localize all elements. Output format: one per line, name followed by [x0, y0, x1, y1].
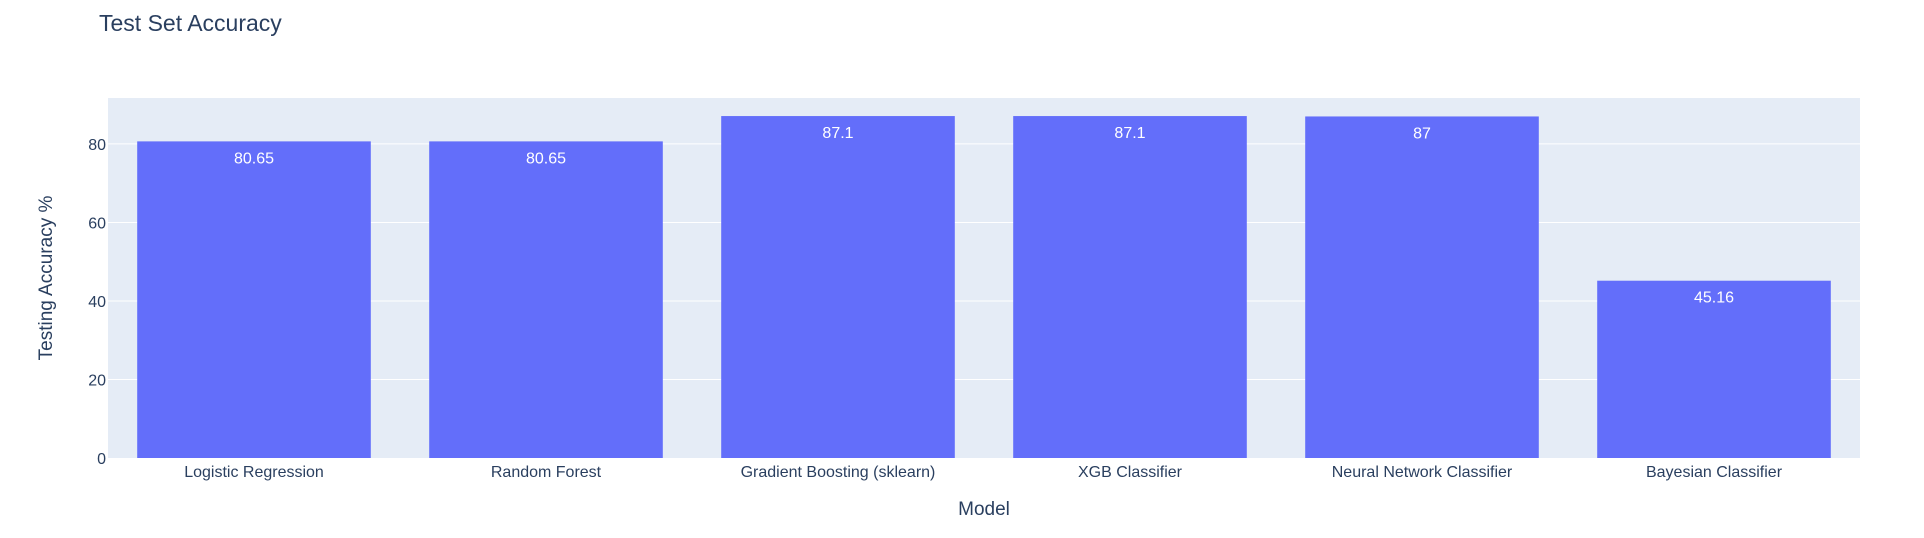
bar: [137, 141, 371, 458]
y-tick-label: 0: [97, 451, 106, 468]
bar: [429, 141, 663, 458]
x-tick-label: Neural Network Classifier: [1332, 464, 1513, 481]
y-tick-label: 20: [88, 372, 106, 389]
bar-value-label: 87.1: [1114, 125, 1145, 142]
grid-lines: [108, 143, 1860, 380]
y-tick-label: 60: [88, 215, 106, 232]
x-axis-ticks: Logistic Regression Random Forest Gradient…: [184, 464, 1783, 481]
chart-title: Test Set Accuracy: [99, 10, 282, 36]
plot-area: [108, 98, 1860, 458]
y-axis-ticks: 0 20 40 60 80: [88, 137, 106, 468]
x-tick-label: Random Forest: [491, 464, 602, 481]
bar-value-label: 80.65: [526, 150, 566, 167]
x-tick-label: XGB Classifier: [1078, 464, 1183, 481]
bar: [1597, 280, 1831, 458]
bar: [1305, 116, 1539, 458]
bar-value-label: 45.16: [1694, 290, 1734, 307]
bar-value-label: 80.65: [234, 150, 274, 167]
y-tick-label: 80: [88, 137, 106, 154]
bar-value-label: 87: [1413, 125, 1431, 142]
y-axis-title: Testing Accuracy %: [36, 196, 57, 361]
data-labels: 80.65 80.65 87.1 87.1 87 45.16: [234, 125, 1734, 307]
x-tick-label: Bayesian Classifier: [1646, 464, 1783, 481]
x-tick-label: Logistic Regression: [184, 464, 324, 481]
bar: [1013, 116, 1247, 458]
bar: [721, 116, 955, 458]
y-tick-label: 40: [88, 294, 106, 311]
x-tick-label: Gradient Boosting (sklearn): [741, 464, 936, 481]
x-axis-title: Model: [958, 499, 1010, 520]
bar-value-label: 87.1: [822, 125, 853, 142]
bars: [137, 116, 1831, 458]
